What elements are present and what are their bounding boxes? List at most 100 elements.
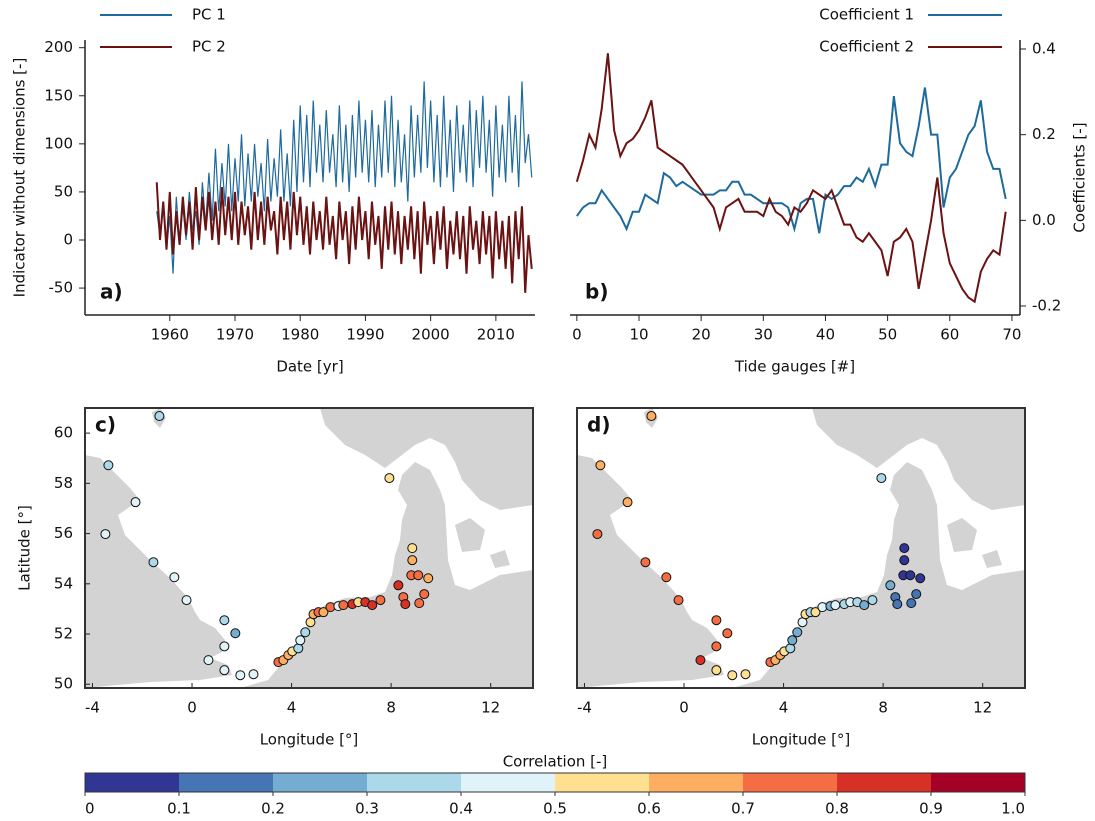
station-point: [367, 600, 378, 611]
station-point: [711, 641, 722, 652]
station-point: [219, 641, 230, 652]
station-point: [219, 665, 230, 676]
colorbar-tick-label: 0.2: [261, 800, 285, 818]
map-land-d: [577, 408, 1025, 688]
x-tick-label: 4: [287, 699, 297, 717]
station-point: [830, 600, 841, 611]
x-tick-label: 1980: [281, 326, 319, 344]
station-point: [899, 555, 910, 566]
station-point: [792, 627, 803, 638]
station-point: [711, 615, 722, 626]
y-tick-label: 56: [54, 524, 73, 542]
colorbar-bin: [85, 773, 179, 792]
x-axis-label: Tide gauges [#]: [734, 358, 855, 376]
x-tick-label: 50: [878, 326, 897, 344]
colorbar-tick-label: 0.7: [731, 800, 755, 818]
station-point: [640, 557, 651, 568]
station-point: [169, 572, 180, 583]
y-tick-label: 0.4: [1032, 39, 1056, 57]
y-tick-label: 0.2: [1032, 125, 1056, 143]
x-tick-label: 30: [754, 326, 773, 344]
colorbar-bin: [273, 773, 367, 792]
station-point: [905, 570, 916, 581]
colorbar-bin: [555, 773, 649, 792]
station-point: [727, 670, 738, 681]
station-point: [414, 598, 425, 609]
colorbar-tick-label: 1.0: [1001, 800, 1025, 818]
x-tick-label: 1970: [216, 326, 254, 344]
map-frame: [84, 407, 534, 689]
y-tick-label: -0.2: [1032, 297, 1061, 315]
colorbar-tick-label: 0.3: [355, 800, 379, 818]
station-point: [423, 573, 434, 584]
station-point: [154, 411, 165, 422]
x-axis-label: Longitude [°]: [260, 731, 359, 749]
map-land-c: [85, 408, 533, 688]
station-point: [318, 607, 329, 618]
station-point: [100, 529, 111, 540]
station-point: [375, 595, 386, 606]
y-tick-label: 58: [54, 474, 73, 492]
station-point: [407, 555, 418, 566]
colorbar-bin: [367, 773, 461, 792]
station-point: [393, 580, 404, 591]
station-point: [810, 607, 821, 618]
station-point: [400, 599, 411, 610]
y-tick-label: 200: [44, 38, 73, 56]
station-point: [711, 665, 722, 676]
station-point: [899, 543, 910, 554]
colorbar-tick-label: 0.6: [637, 800, 661, 818]
colorbar-bin: [649, 773, 743, 792]
station-point: [103, 460, 114, 471]
station-point: [673, 595, 684, 606]
x-tick-label: 0: [679, 699, 689, 717]
x-tick-label: 60: [940, 326, 959, 344]
station-point: [219, 615, 230, 626]
y-tick-label: 52: [54, 625, 73, 643]
station-point: [413, 570, 424, 581]
station-point: [235, 670, 246, 681]
map-frame: [576, 407, 1026, 689]
station-point: [338, 600, 349, 611]
station-point: [419, 589, 430, 600]
y-tick-label: 60: [54, 424, 73, 442]
x-tick-label: 0: [572, 326, 582, 344]
station-point: [293, 643, 304, 654]
station-point: [130, 497, 141, 508]
x-tick-label: 0: [187, 699, 197, 717]
station-point: [876, 473, 887, 484]
colorbar-tick-label: 0.5: [543, 800, 567, 818]
colorbar-bin: [179, 773, 273, 792]
legend-label: PC 1: [192, 6, 226, 24]
colorbar-bin: [461, 773, 555, 792]
y-axis-label: Latitude [°]: [16, 505, 34, 591]
station-point: [646, 411, 657, 422]
colorbar-tick-label: 0: [85, 800, 95, 818]
station-point: [622, 497, 633, 508]
colorbar-tick-label: 0.9: [919, 800, 943, 818]
panel-label: b): [585, 280, 608, 304]
x-tick-label: 1990: [346, 326, 384, 344]
legend-label: PC 2: [192, 38, 226, 56]
x-tick-label: 12: [973, 699, 992, 717]
x-tick-label: 8: [386, 699, 396, 717]
colorbar-bin: [931, 773, 1025, 792]
x-tick-label: 70: [1002, 326, 1021, 344]
panel-label: a): [100, 280, 123, 304]
colorbar-tick-label: 0.4: [449, 800, 473, 818]
station-point: [295, 635, 306, 646]
station-point: [915, 573, 926, 584]
station-point: [248, 669, 259, 680]
x-axis-label: Date [yr]: [276, 358, 343, 376]
station-point: [722, 628, 733, 639]
station-point: [230, 628, 241, 639]
x-tick-label: 10: [629, 326, 648, 344]
panel-label: d): [587, 413, 610, 437]
x-tick-label: 2010: [477, 326, 515, 344]
station-point: [885, 580, 896, 591]
station-point: [911, 589, 922, 600]
legend-label: Coefficient 1: [819, 6, 914, 24]
y-tick-label: 50: [54, 675, 73, 693]
x-tick-label: 40: [816, 326, 835, 344]
